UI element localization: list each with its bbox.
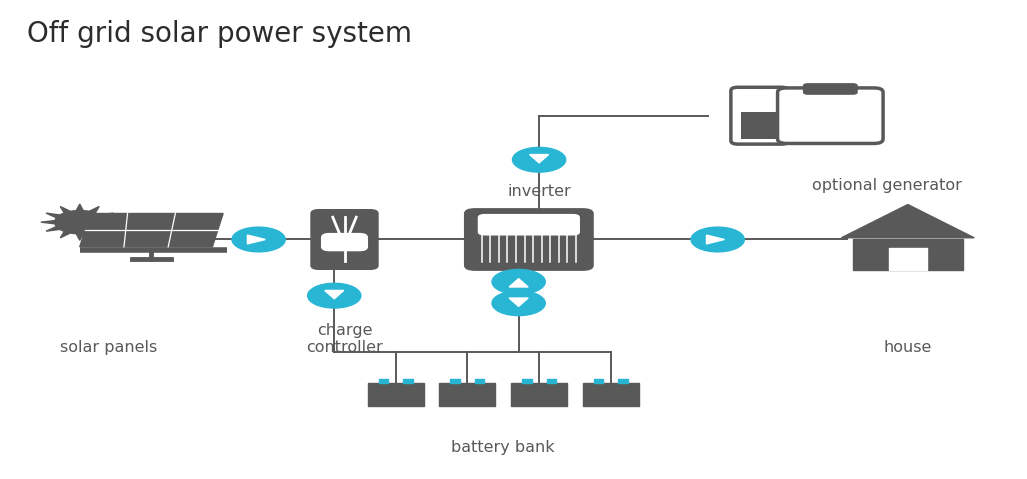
FancyBboxPatch shape [618,379,627,383]
FancyBboxPatch shape [583,383,639,406]
Text: inverter: inverter [507,184,571,199]
Text: Off grid solar power system: Off grid solar power system [27,21,412,48]
FancyBboxPatch shape [479,215,579,235]
FancyBboxPatch shape [803,84,858,94]
Polygon shape [46,213,60,218]
Text: house: house [883,340,933,354]
Polygon shape [80,214,223,247]
Circle shape [691,227,745,252]
Polygon shape [325,290,344,299]
Polygon shape [248,235,265,244]
FancyBboxPatch shape [594,379,603,383]
Text: optional generator: optional generator [812,178,962,193]
Polygon shape [530,155,548,163]
FancyBboxPatch shape [321,234,368,251]
Text: battery bank: battery bank [452,440,555,455]
Circle shape [54,210,105,234]
Text: solar panels: solar panels [61,340,157,354]
FancyBboxPatch shape [368,383,424,406]
Polygon shape [841,205,975,238]
Polygon shape [509,298,528,307]
Circle shape [492,269,545,294]
FancyBboxPatch shape [777,88,883,143]
FancyBboxPatch shape [451,379,460,383]
FancyBboxPatch shape [311,210,378,269]
Circle shape [512,148,566,172]
Polygon shape [509,279,528,287]
FancyBboxPatch shape [888,249,927,270]
Polygon shape [105,220,119,224]
FancyBboxPatch shape [511,383,567,406]
Circle shape [492,291,545,316]
FancyBboxPatch shape [464,209,593,270]
FancyBboxPatch shape [379,379,388,383]
FancyBboxPatch shape [546,379,557,383]
Polygon shape [100,227,113,231]
Polygon shape [46,227,60,231]
Polygon shape [41,220,54,224]
Polygon shape [707,235,724,244]
FancyBboxPatch shape [731,87,789,144]
Polygon shape [76,234,83,240]
FancyBboxPatch shape [474,379,485,383]
Text: charge
controller: charge controller [306,323,383,355]
FancyBboxPatch shape [522,379,532,383]
Polygon shape [89,206,100,213]
FancyBboxPatch shape [440,383,495,406]
Polygon shape [61,206,70,213]
Circle shape [308,283,360,308]
FancyBboxPatch shape [741,112,778,139]
Polygon shape [61,231,70,238]
Polygon shape [76,204,83,211]
Polygon shape [89,231,100,238]
Circle shape [232,227,286,252]
FancyBboxPatch shape [404,379,413,383]
FancyBboxPatch shape [852,240,963,270]
Polygon shape [100,213,113,218]
